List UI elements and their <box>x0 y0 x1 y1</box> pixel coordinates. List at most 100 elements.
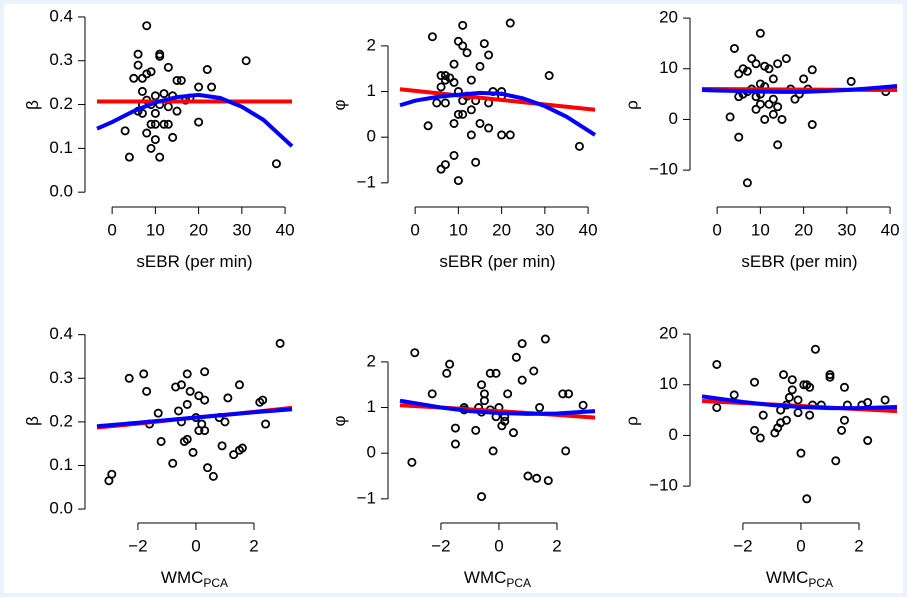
y-axis-label: β <box>23 100 42 110</box>
data-point <box>779 370 789 380</box>
data-point <box>440 98 450 108</box>
panel: −2 0 2 −10 0 10 20 WMCPCA ρ <box>623 324 898 590</box>
data-point <box>194 426 204 436</box>
x-label-text: sEBR (per min) <box>741 252 857 271</box>
x-tick-label: 30 <box>837 220 856 239</box>
x-tick-label: 40 <box>579 220 598 239</box>
data-point <box>466 75 476 85</box>
data-point <box>458 20 468 30</box>
data-point <box>768 109 778 119</box>
x-tick-label: −2 <box>733 536 752 555</box>
data-point <box>880 395 890 405</box>
data-point <box>750 377 760 387</box>
data-point <box>750 425 760 435</box>
data-point <box>163 119 173 129</box>
x-tick-label: 30 <box>535 220 554 239</box>
y-tick-label: 0 <box>669 109 678 128</box>
x-label-text: WMC <box>161 568 203 587</box>
data-point <box>543 476 553 486</box>
data-point <box>150 135 160 145</box>
data-point <box>825 372 835 382</box>
fit-line <box>96 407 293 429</box>
y-tick-label: 0 <box>367 127 376 146</box>
data-point <box>462 48 472 58</box>
x-tick-label: 10 <box>146 220 165 239</box>
data-point <box>751 59 761 69</box>
data-point <box>471 157 481 167</box>
data-point <box>802 380 812 390</box>
data-point <box>458 109 468 119</box>
data-point <box>505 130 515 140</box>
panel: 0 10 20 30 40 −1 0 1 2 sEBR (per min) φ <box>330 18 598 271</box>
data-point <box>805 410 815 420</box>
data-point <box>229 450 239 460</box>
data-point <box>156 436 166 446</box>
data-point <box>120 126 130 136</box>
y-tick-label: −10 <box>649 476 678 495</box>
data-point <box>168 458 178 468</box>
data-point <box>479 39 489 49</box>
data-point <box>793 408 803 418</box>
fit-line <box>399 398 596 416</box>
data-point <box>124 152 134 162</box>
x-label-subscript: PCA <box>808 576 833 590</box>
data-point <box>188 447 198 457</box>
panel: 0 10 20 30 40 −10 0 10 20 sEBR (per min) ρ <box>623 8 900 272</box>
y-tick-label: 20 <box>659 8 678 27</box>
data-point <box>150 119 160 129</box>
data-point <box>442 368 452 378</box>
x-tick-label: 2 <box>249 536 258 555</box>
data-point <box>450 423 460 433</box>
x-tick-label: 0 <box>191 536 200 555</box>
panel: −2 0 2 0.0 0.1 0.2 0.3 0.4 WMCPCA β <box>23 324 293 590</box>
data-point <box>758 410 768 420</box>
data-point <box>839 415 849 425</box>
data-point <box>223 393 233 403</box>
data-point <box>712 359 722 369</box>
data-point <box>182 369 192 379</box>
data-point <box>503 389 513 399</box>
data-point <box>453 176 463 186</box>
data-point <box>734 69 744 79</box>
y-tick-label: −1 <box>357 172 376 191</box>
data-point <box>104 476 114 486</box>
data-point <box>146 67 156 77</box>
y-tick-label: 0 <box>367 443 376 462</box>
x-tick-label: −2 <box>128 536 147 555</box>
y-tick-label: 10 <box>659 58 678 77</box>
data-point <box>517 375 527 385</box>
data-point <box>449 118 459 128</box>
data-point <box>802 494 812 504</box>
data-point <box>787 385 797 395</box>
data-point <box>742 178 752 188</box>
data-point <box>142 128 152 138</box>
x-tick-label: −2 <box>431 536 450 555</box>
data-point <box>540 334 550 344</box>
data-point <box>479 396 489 406</box>
y-tick-label: −10 <box>649 160 678 179</box>
data-point <box>807 120 817 130</box>
data-point <box>133 49 143 59</box>
y-tick-label: 1 <box>367 397 376 416</box>
data-point <box>450 439 460 449</box>
data-point <box>124 373 134 383</box>
x-label-subscript: PCA <box>203 576 228 590</box>
data-point <box>508 428 518 438</box>
y-tick-label: 2 <box>367 351 376 370</box>
data-point <box>275 338 285 348</box>
panel: 0 10 20 30 40 0.0 0.1 0.2 0.3 0.4 sEBR (per min) β <box>23 6 295 271</box>
x-tick-label: 20 <box>492 220 511 239</box>
data-point <box>185 386 195 396</box>
data-point <box>471 425 481 435</box>
data-point <box>491 368 501 378</box>
y-axis-label: ρ <box>623 416 642 426</box>
data-point <box>172 75 182 85</box>
data-point <box>729 43 739 53</box>
data-point <box>171 382 181 392</box>
x-axis-label: WMCPCA <box>464 568 531 590</box>
data-point <box>846 76 856 86</box>
data-point <box>200 367 210 377</box>
data-point <box>768 74 778 84</box>
y-tick-label: 0.2 <box>49 94 73 113</box>
x-axis-label: sEBR (per min) <box>439 252 555 271</box>
